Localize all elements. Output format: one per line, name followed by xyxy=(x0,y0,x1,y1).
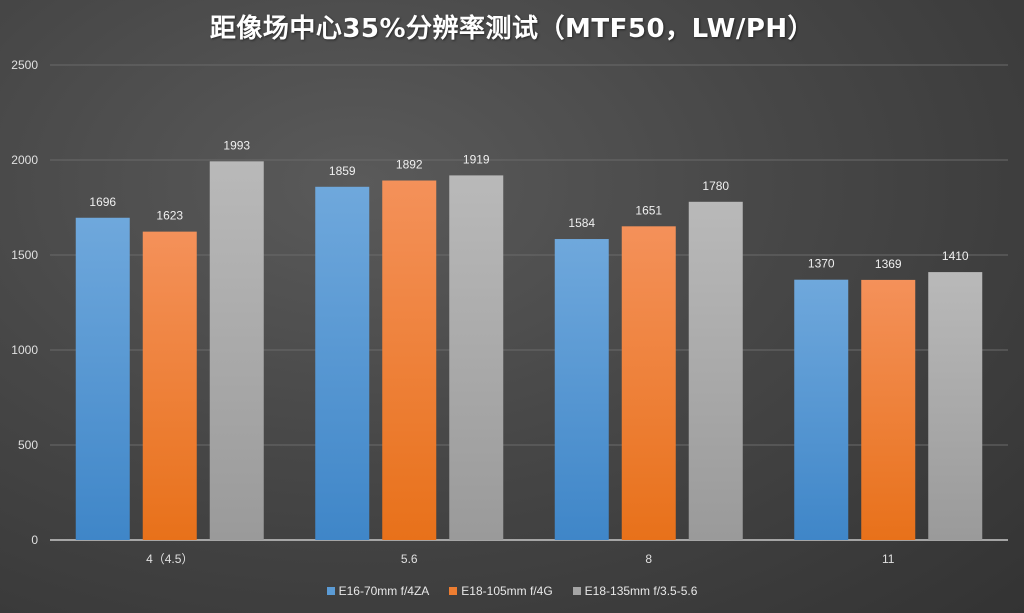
x-tick-label: 8 xyxy=(645,552,652,566)
chart-title: 距像场中心35%分辨率测试（MTF50，LW/PH） xyxy=(209,14,815,44)
legend: E16-70mm f/4ZA E18-105mm f/4G E18-135mm f/… xyxy=(0,584,1024,598)
data-label: 1623 xyxy=(156,209,183,223)
data-label: 1919 xyxy=(463,152,490,166)
data-label: 1369 xyxy=(875,257,902,271)
data-label: 1651 xyxy=(635,203,662,217)
legend-item: E18-135mm f/3.5-5.6 xyxy=(572,584,698,598)
y-tick-label: 0 xyxy=(31,533,38,547)
legend-label: E16-70mm f/4ZA xyxy=(338,584,430,598)
legend-swatch xyxy=(572,587,581,595)
legend-label: E18-135mm f/3.5-5.6 xyxy=(584,584,698,598)
bar-3-4 xyxy=(928,272,983,540)
data-label: 1892 xyxy=(396,158,423,172)
bar-2-2 xyxy=(382,180,437,540)
x-tick-label: 5.6 xyxy=(401,552,418,566)
bar-1-2 xyxy=(315,186,370,541)
data-label: 1859 xyxy=(329,164,356,178)
x-axis-ticks: 4（4.5） 5.6 8 11 xyxy=(146,552,895,566)
y-tick-label: 1000 xyxy=(11,343,38,357)
data-label: 1370 xyxy=(808,257,835,271)
bar-2-4 xyxy=(861,279,916,540)
legend-swatch xyxy=(326,587,335,595)
x-tick-label: 11 xyxy=(882,552,895,566)
bar-3-3 xyxy=(688,201,743,541)
bar-2-1 xyxy=(142,231,197,540)
bar-1-4 xyxy=(794,279,849,540)
bars xyxy=(75,161,983,541)
bar-3-1 xyxy=(209,161,264,540)
bar-1-3 xyxy=(554,239,609,541)
y-tick-label: 1500 xyxy=(11,248,38,262)
bar-2-3 xyxy=(621,226,676,540)
legend-swatch xyxy=(449,587,458,595)
y-tick-label: 500 xyxy=(18,438,38,452)
data-label: 1780 xyxy=(702,179,729,193)
data-label: 1410 xyxy=(942,249,969,263)
legend-item: E16-70mm f/4ZA xyxy=(326,584,430,598)
data-label: 1696 xyxy=(89,195,116,209)
data-label: 1584 xyxy=(568,216,595,230)
gridlines xyxy=(50,64,1008,541)
legend-label: E18-105mm f/4G xyxy=(461,584,553,598)
y-tick-label: 2000 xyxy=(11,153,38,167)
legend-item: E18-105mm f/4G xyxy=(449,584,553,598)
x-tick-label: 4（4.5） xyxy=(146,552,193,566)
y-axis-ticks: 0 500 1000 1500 2000 2500 xyxy=(11,58,38,547)
y-tick-label: 2500 xyxy=(11,58,38,72)
data-label: 1993 xyxy=(223,138,250,152)
data-labels: 1696 1623 1993 1859 1892 1919 1584 1651 1780 1370… xyxy=(89,138,969,271)
bar-1-1 xyxy=(75,217,130,540)
bar-3-2 xyxy=(449,175,504,540)
